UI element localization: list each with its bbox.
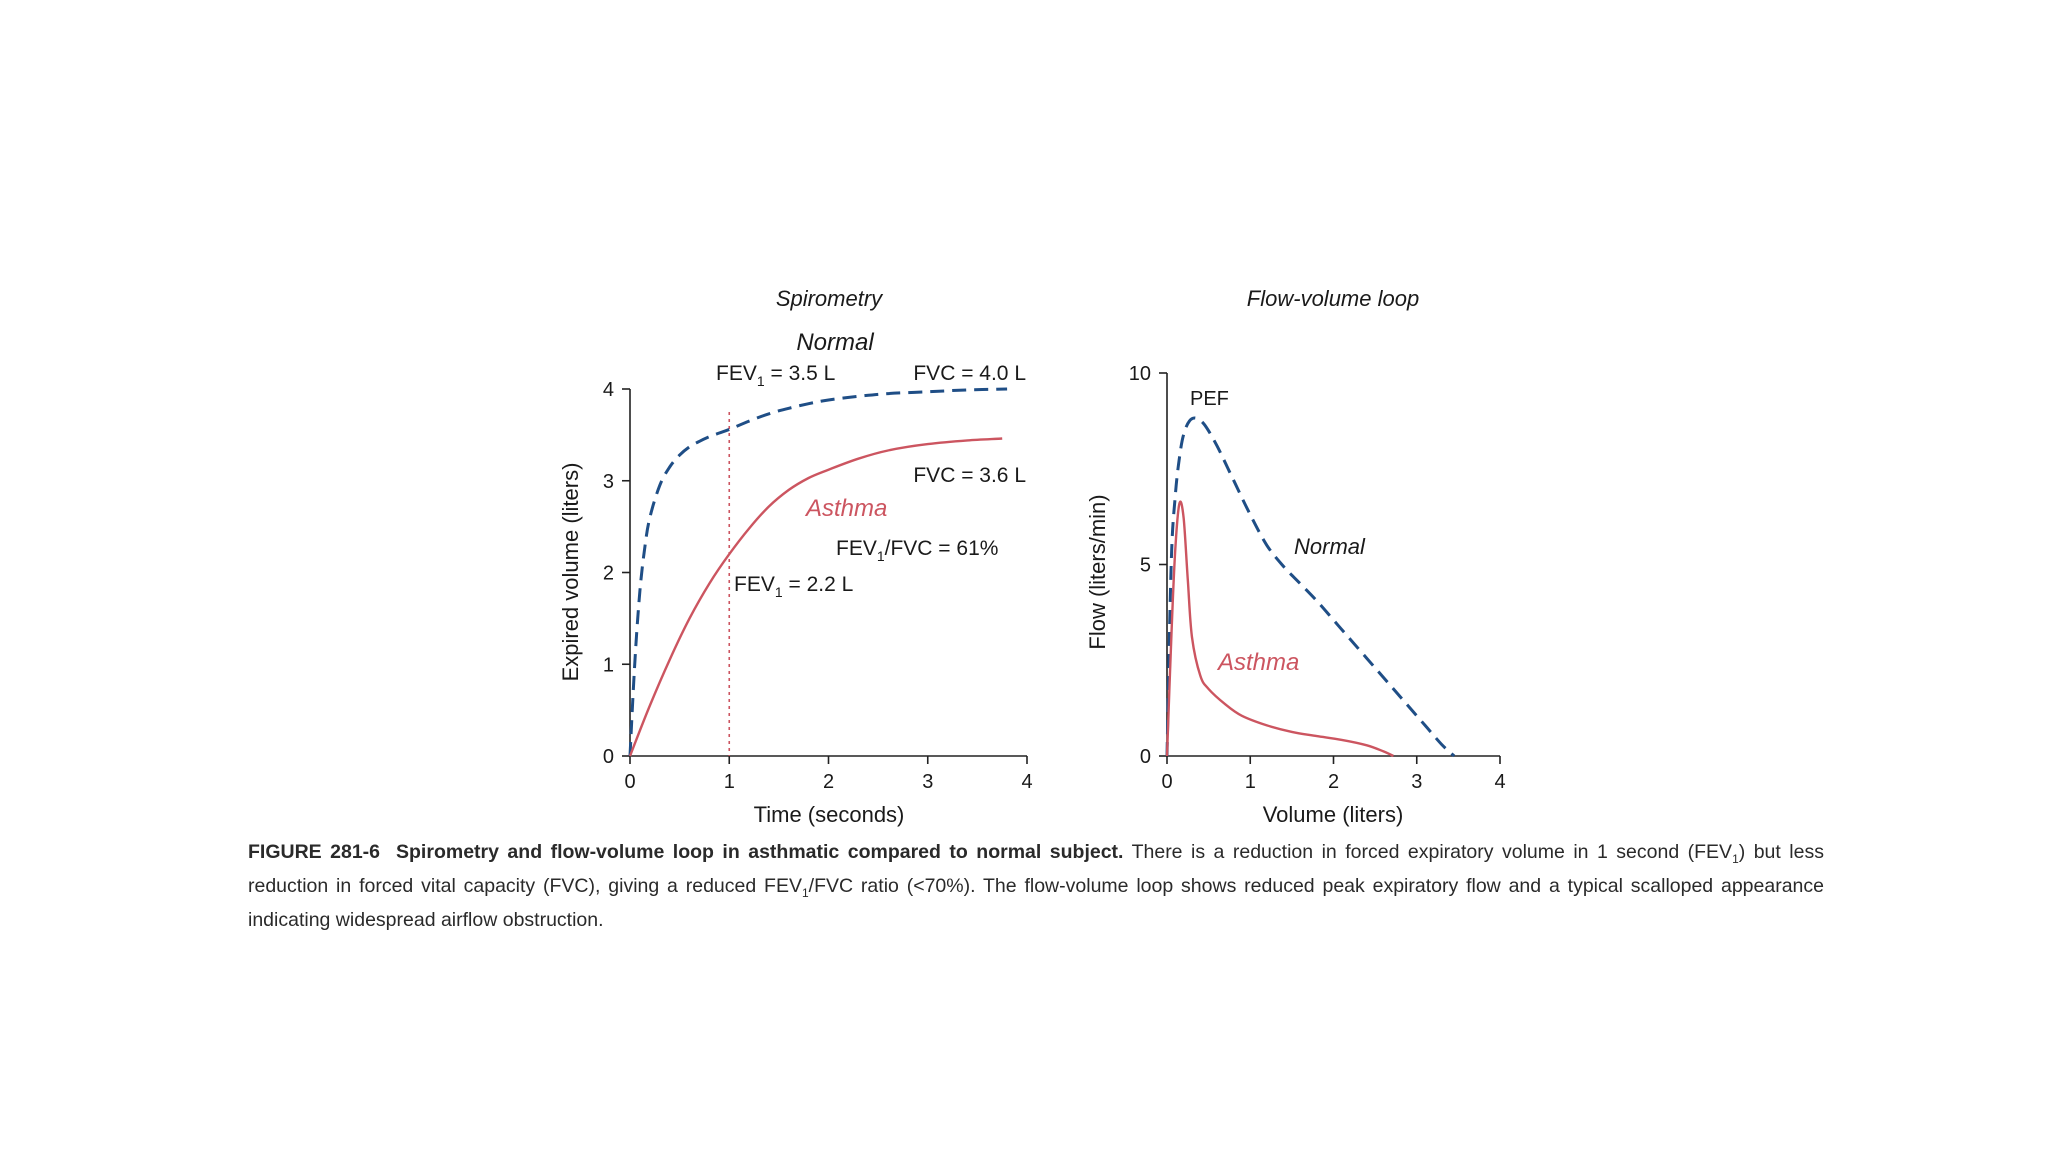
x-tick-label: 0 — [1161, 771, 1172, 793]
figure-caption: FIGURE 281-6 Spirometry and flow-volume l… — [248, 839, 1824, 934]
flow-volume-ticks: 0 1 2 3 4 0 5 10 — [1129, 363, 1506, 793]
caption-text-2: ) but less reduction in forced vital cap… — [248, 841, 1824, 897]
x-tick-label: 4 — [1494, 771, 1505, 793]
flow-volume-normal-label: Normal — [1294, 534, 1366, 559]
figure-number: FIGURE 281-6 — [248, 841, 381, 863]
caption-subscript-2: 1 — [801, 885, 809, 900]
spirometry-normal-label: Normal — [796, 329, 874, 356]
flow-volume-normal-curve — [1165, 416, 1456, 758]
caption-text-3: /FVC ratio (<70%). The flow-volume loop … — [248, 874, 1825, 931]
spirometry-asthma-fvc-annotation: FVC = 3.6 L — [913, 464, 1026, 487]
flow-volume-title: Flow-volume loop — [1247, 286, 1419, 311]
spirometry-asthma-label: Asthma — [804, 495, 887, 522]
flow-volume-chart: Flow-volume loop 0 1 2 3 4 0 5 10 Volume (liter… — [1085, 286, 1506, 827]
spirometry-ticks: 0 1 2 3 4 0 1 2 3 4 — [603, 379, 1033, 793]
flow-volume-asthma-curve — [1165, 500, 1394, 758]
caption-subscript-1: 1 — [1732, 851, 1739, 866]
y-tick-label: 10 — [1129, 363, 1151, 385]
flow-volume-y-label: Flow (liters/min) — [1085, 494, 1110, 649]
x-tick-label: 2 — [1328, 771, 1339, 793]
normal-fev1-subscript: 1 — [757, 373, 765, 389]
spirometry-normal-fev1-annotation: FEV1 = 3.5 L — [716, 362, 835, 389]
spirometry-x-label: Time (seconds) — [754, 802, 905, 827]
spirometry-y-label: Expired volume (liters) — [558, 463, 583, 682]
ratio-value: /FVC = 61% — [885, 537, 999, 560]
normal-fev1-value: = 3.5 L — [765, 362, 836, 385]
figure-title: Spirometry and flow-volume loop in asthm… — [396, 841, 1124, 863]
y-tick-label: 0 — [603, 746, 614, 768]
x-tick-label: 1 — [1245, 771, 1256, 793]
flow-volume-pef-label: PEF — [1190, 388, 1229, 410]
ratio-prefix: FEV — [836, 537, 877, 560]
x-tick-label: 3 — [922, 771, 933, 793]
y-tick-label: 3 — [603, 471, 614, 493]
y-tick-label: 2 — [603, 563, 614, 585]
flow-volume-asthma-label: Asthma — [1216, 649, 1299, 676]
y-tick-label: 0 — [1140, 746, 1151, 768]
spirometry-ratio-annotation: FEV1/FVC = 61% — [836, 537, 998, 564]
spirometry-asthma-curve — [628, 437, 1003, 757]
asthma-fev1-value: = 2.2 L — [783, 573, 854, 596]
y-tick-label: 4 — [603, 379, 614, 401]
spirometry-asthma-fev1-annotation: FEV1 = 2.2 L — [734, 573, 853, 600]
x-tick-label: 1 — [724, 771, 735, 793]
x-tick-label: 4 — [1021, 771, 1032, 793]
spirometry-title: Spirometry — [776, 286, 884, 311]
flow-volume-x-label: Volume (liters) — [1263, 802, 1404, 827]
asthma-fev1-prefix: FEV — [734, 573, 775, 596]
spirometry-normal-fvc-annotation: FVC = 4.0 L — [913, 362, 1026, 385]
caption-text-1: There is a reduction in forced expirator… — [1123, 841, 1733, 863]
spirometry-normal-curve — [628, 387, 1008, 757]
normal-fev1-prefix: FEV — [716, 362, 757, 385]
spirometry-chart: Spirometry 0 1 2 3 4 0 1 2 3 4 Time (seconds) Exp… — [558, 286, 1033, 827]
x-tick-label: 2 — [823, 771, 834, 793]
x-tick-label: 0 — [624, 771, 635, 793]
ratio-subscript: 1 — [877, 548, 885, 564]
y-tick-label: 5 — [1140, 555, 1151, 577]
asthma-fev1-subscript: 1 — [775, 584, 783, 600]
x-tick-label: 3 — [1411, 771, 1422, 793]
y-tick-label: 1 — [603, 654, 614, 676]
